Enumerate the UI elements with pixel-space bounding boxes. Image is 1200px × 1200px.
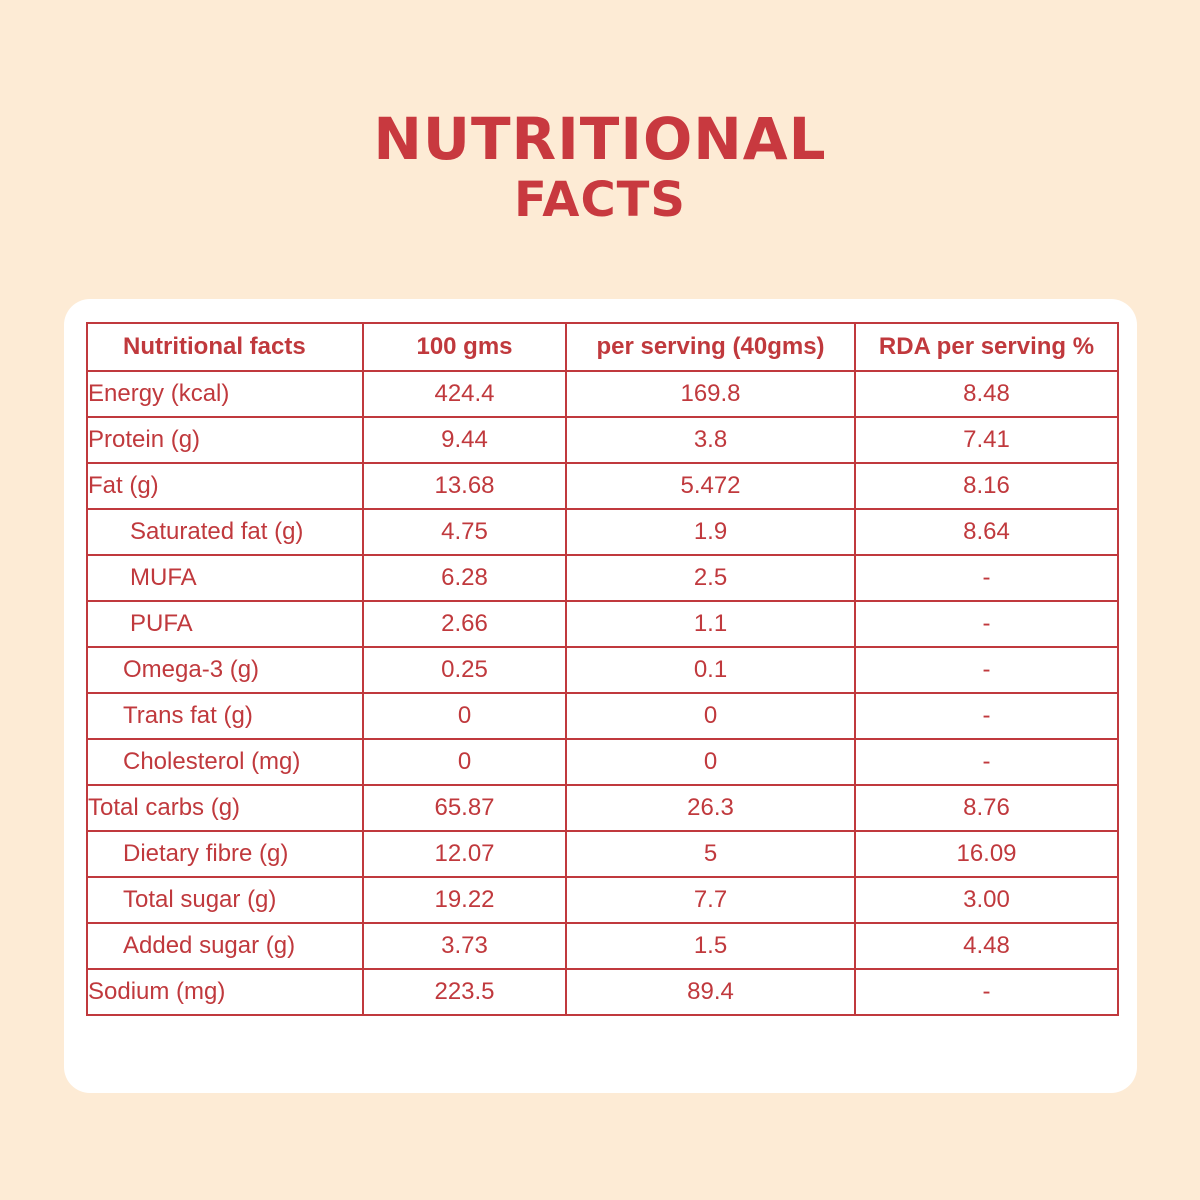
value-per-serving: 1.5 [565, 922, 856, 970]
value-per-100g: 9.44 [362, 416, 567, 464]
table-row: Cholesterol (mg) 0 0- [86, 738, 1119, 786]
value-per-serving: 0 [565, 692, 856, 740]
value-per-100g: 3.73 [362, 922, 567, 970]
value-per-serving: 26.3 [565, 784, 856, 832]
column-header-rda: RDA per serving % [854, 322, 1119, 372]
value-per-serving: 5 [565, 830, 856, 878]
value-rda: 8.48 [854, 370, 1119, 418]
value-rda: 4.48 [854, 922, 1119, 970]
value-per-100g: 0 [362, 692, 567, 740]
page-subtitle: Facts [514, 172, 686, 228]
table-row: PUFA 2.66 1.1- [86, 600, 1119, 648]
table-row: Dietary fibre (g) 12.07 5 16.09 [86, 830, 1119, 878]
nutrient-label: Cholesterol (mg) [86, 738, 364, 786]
value-per-100g: 6.28 [362, 554, 567, 602]
value-per-serving: 1.9 [565, 508, 856, 556]
value-rda: - [854, 738, 1119, 786]
nutrient-label: Total sugar (g) [86, 876, 364, 924]
nutrient-label: PUFA [86, 600, 364, 648]
column-header-per-serving: per serving (40gms) [565, 322, 856, 372]
table-row: Total carbs (g) 65.87 26.3 8.76 [86, 784, 1119, 832]
value-per-serving: 169.8 [565, 370, 856, 418]
nutrient-label: Omega-3 (g) [86, 646, 364, 694]
value-rda: 16.09 [854, 830, 1119, 878]
value-rda: - [854, 646, 1119, 694]
table-row: Omega-3 (g) 0.25 0.1- [86, 646, 1119, 694]
table-row: Protein (g) 9.44 3.8 7.41 [86, 416, 1119, 464]
table-row: Energy (kcal) 424.4 169.8 8.48 [86, 370, 1119, 418]
nutrient-label: Fat (g) [86, 462, 364, 510]
value-rda: - [854, 968, 1119, 1016]
table-row: MUFA 6.28 2.5- [86, 554, 1119, 602]
table-row: Fat (g) 13.68 5.472 8.16 [86, 462, 1119, 510]
value-per-100g: 19.22 [362, 876, 567, 924]
nutrient-label: Saturated fat (g) [86, 508, 364, 556]
page-title: Nutritional [373, 105, 827, 173]
column-header-nutrient: Nutritional facts [86, 322, 364, 372]
value-rda: 8.16 [854, 462, 1119, 510]
nutrient-label: Sodium (mg) [86, 968, 364, 1016]
nutrient-label: Dietary fibre (g) [86, 830, 364, 878]
table-row: Trans fat (g) 0 0- [86, 692, 1119, 740]
value-per-100g: 12.07 [362, 830, 567, 878]
value-rda: 3.00 [854, 876, 1119, 924]
value-per-serving: 2.5 [565, 554, 856, 602]
nutrient-label: Total carbs (g) [86, 784, 364, 832]
column-header-per-100g: 100 gms [362, 322, 567, 372]
nutrient-label: Trans fat (g) [86, 692, 364, 740]
value-per-serving: 0.1 [565, 646, 856, 694]
table-header-row: Nutritional facts 100 gms per serving (4… [86, 322, 1119, 372]
table-row: Total sugar (g) 19.22 7.7 3.00 [86, 876, 1119, 924]
value-per-100g: 0.25 [362, 646, 567, 694]
table-row: Added sugar (g) 3.73 1.5 4.48 [86, 922, 1119, 970]
value-rda: 8.64 [854, 508, 1119, 556]
value-rda: 8.76 [854, 784, 1119, 832]
nutrient-label: Energy (kcal) [86, 370, 364, 418]
value-per-serving: 1.1 [565, 600, 856, 648]
value-per-serving: 7.7 [565, 876, 856, 924]
value-per-100g: 223.5 [362, 968, 567, 1016]
value-per-100g: 4.75 [362, 508, 567, 556]
value-per-100g: 424.4 [362, 370, 567, 418]
table-row: Sodium (mg) 223.5 89.4- [86, 968, 1119, 1016]
value-per-serving: 0 [565, 738, 856, 786]
value-rda: - [854, 554, 1119, 602]
value-rda: - [854, 692, 1119, 740]
value-per-100g: 2.66 [362, 600, 567, 648]
value-per-serving: 89.4 [565, 968, 856, 1016]
value-rda: - [854, 600, 1119, 648]
value-rda: 7.41 [854, 416, 1119, 464]
table-row: Saturated fat (g) 4.75 1.9 8.64 [86, 508, 1119, 556]
nutrient-label: Added sugar (g) [86, 922, 364, 970]
nutrient-label: MUFA [86, 554, 364, 602]
value-per-serving: 5.472 [565, 462, 856, 510]
value-per-100g: 0 [362, 738, 567, 786]
value-per-serving: 3.8 [565, 416, 856, 464]
value-per-100g: 65.87 [362, 784, 567, 832]
nutrient-label: Protein (g) [86, 416, 364, 464]
nutrition-table: Nutritional facts 100 gms per serving (4… [86, 322, 1119, 1016]
value-per-100g: 13.68 [362, 462, 567, 510]
